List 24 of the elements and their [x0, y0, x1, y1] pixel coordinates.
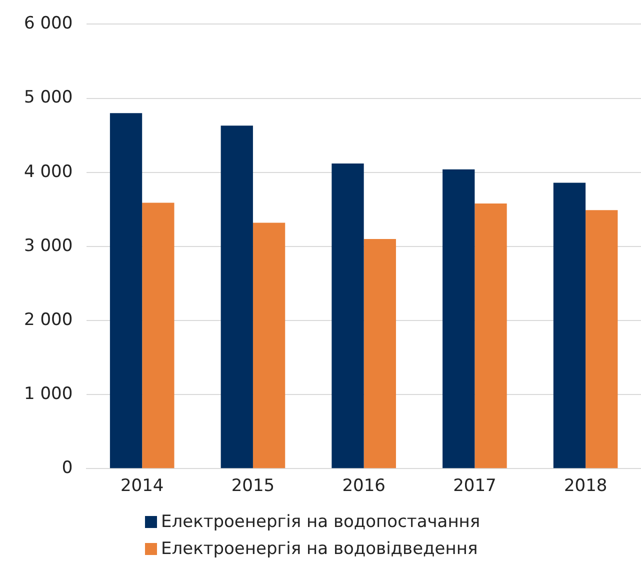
x-tick-label: 2014: [120, 476, 164, 496]
bar: [332, 163, 364, 468]
y-tick-label: 0: [62, 458, 73, 478]
bar: [364, 238, 396, 468]
y-tick-label: 1 000: [24, 384, 73, 404]
y-tick-label: 5 000: [24, 88, 73, 108]
y-tick-label: 6 000: [24, 14, 73, 34]
x-tick-label: 2018: [564, 476, 608, 496]
y-tick-label: 4 000: [24, 162, 73, 182]
bar: [586, 210, 618, 468]
y-tick-label: 2 000: [24, 310, 73, 330]
x-tick-label: 2017: [453, 476, 496, 496]
legend-label: Електроенергія на водопостачання: [161, 512, 480, 532]
x-tick-label: 2016: [342, 476, 386, 496]
bar: [252, 222, 286, 468]
legend-label: Електроенергія на водовідведення: [161, 538, 478, 558]
bar: [442, 169, 475, 468]
y-tick-label: 3 000: [24, 236, 73, 256]
x-tick-label: 2015: [231, 476, 275, 496]
bar: [220, 126, 253, 468]
bar: [110, 113, 142, 468]
bar: [553, 182, 586, 468]
bar: [142, 202, 174, 468]
bar: [474, 203, 507, 468]
